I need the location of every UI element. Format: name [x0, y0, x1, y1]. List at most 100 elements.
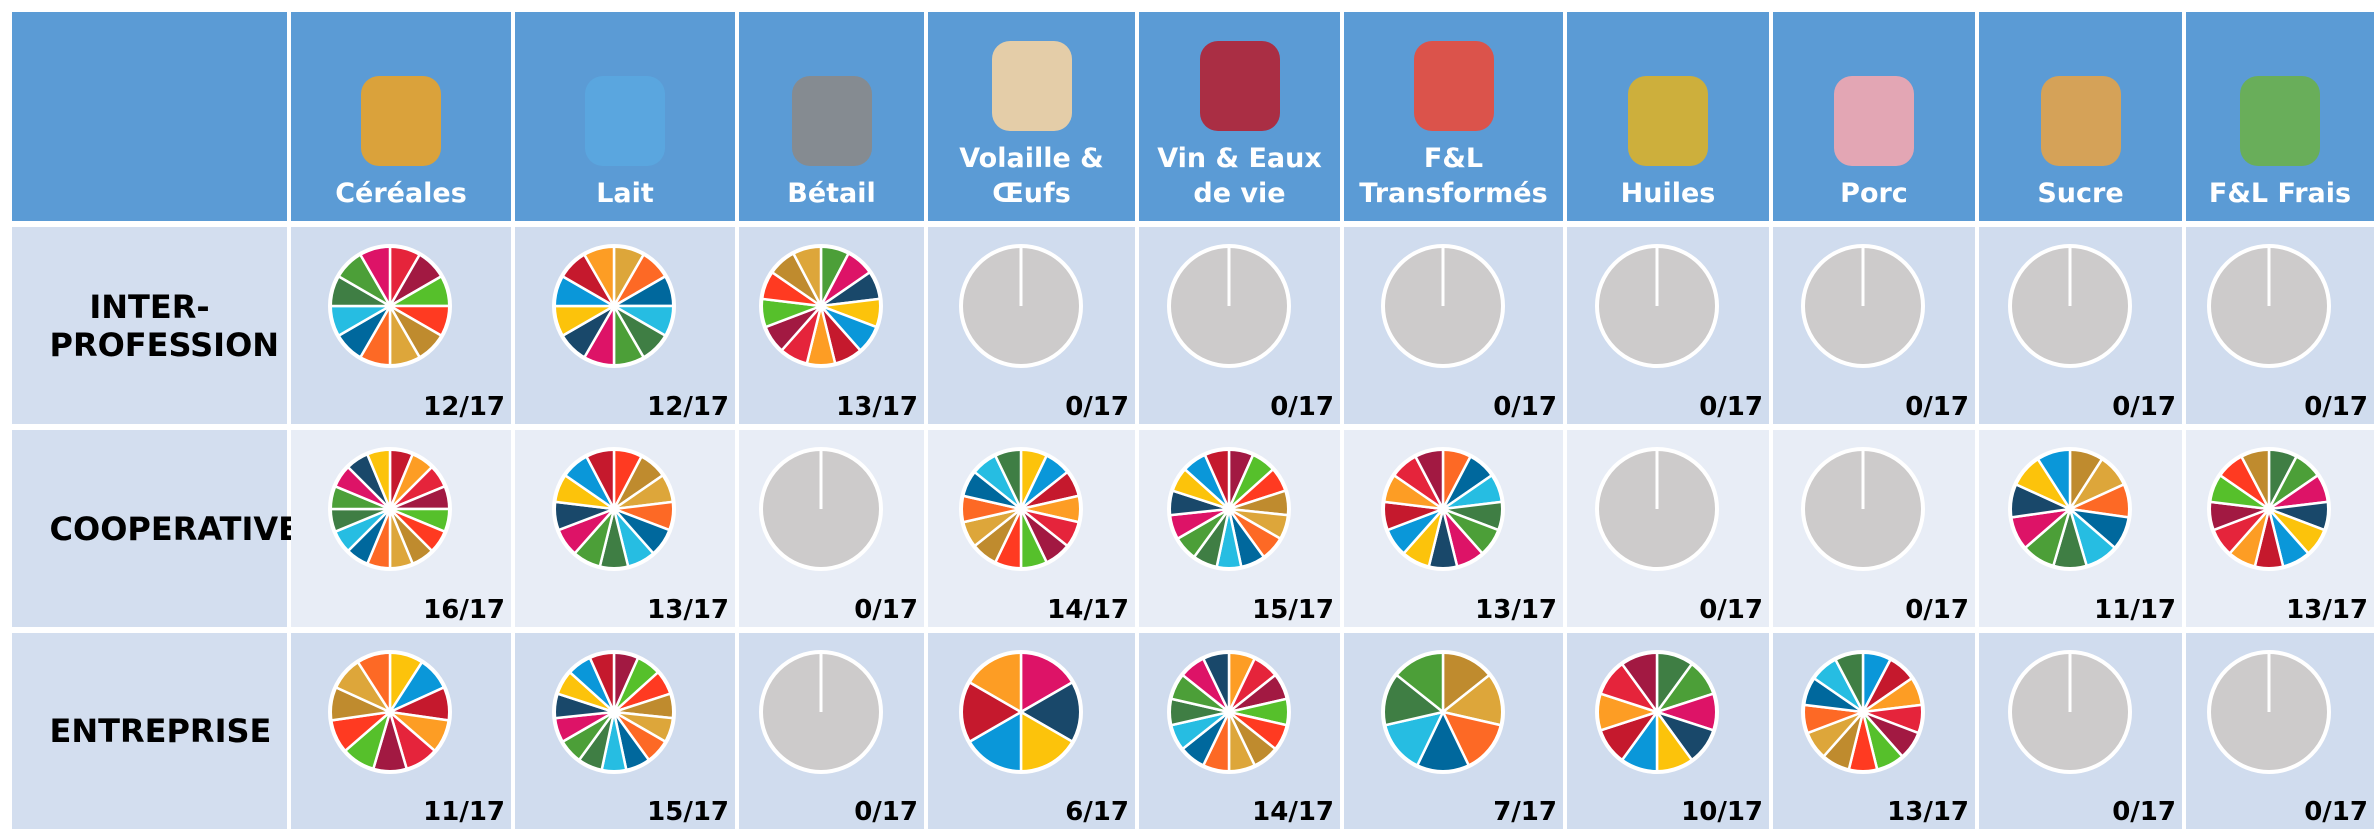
column-title: Céréales	[335, 176, 467, 211]
sdg-wheel	[549, 444, 679, 574]
column-title: Lait	[596, 176, 654, 211]
pie	[554, 652, 674, 772]
pie	[1597, 449, 1717, 569]
pie	[330, 652, 450, 772]
score: 7/17	[1493, 797, 1557, 827]
sdg-wheel	[1378, 647, 1508, 777]
column-header: Vin & Eaux de vie	[1139, 12, 1340, 221]
score: 0/17	[1905, 392, 1969, 422]
column-header: Céréales	[291, 12, 511, 221]
sdg-wheel	[1592, 647, 1722, 777]
pie	[961, 652, 1081, 772]
cell: 11/17	[291, 633, 511, 829]
sdg-wheel	[1164, 444, 1294, 574]
score: 13/17	[1475, 595, 1557, 625]
column-title: Bétail	[787, 176, 876, 211]
column-header: F&L Transformés	[1344, 12, 1563, 221]
row-header: COOPERATIVE	[12, 430, 287, 627]
sdg-wheel	[1378, 241, 1508, 371]
sdg-wheel	[1592, 444, 1722, 574]
pie	[761, 449, 881, 569]
sdg-wheel	[2005, 444, 2135, 574]
pie	[2010, 652, 2130, 772]
score: 13/17	[2286, 595, 2368, 625]
score: 16/17	[423, 595, 505, 625]
column-icon	[1414, 41, 1494, 131]
score: 11/17	[423, 797, 505, 827]
sdg-wheel	[756, 444, 886, 574]
column-icon	[2041, 76, 2121, 166]
score: 15/17	[1252, 595, 1334, 625]
pie	[1169, 652, 1289, 772]
cell: 0/17	[1567, 227, 1769, 424]
pie	[1383, 246, 1503, 366]
pie	[2209, 449, 2329, 569]
column-title: Volaille & Œufs	[937, 141, 1127, 211]
pie	[2209, 652, 2329, 772]
score: 6/17	[1065, 797, 1129, 827]
pie	[1597, 652, 1717, 772]
pie	[961, 449, 1081, 569]
score: 0/17	[1065, 392, 1129, 422]
score: 0/17	[2304, 797, 2368, 827]
score: 12/17	[423, 392, 505, 422]
pie	[1383, 449, 1503, 569]
row-title: ENTREPRISE	[50, 712, 250, 750]
cell: 0/17	[2186, 227, 2374, 424]
cell: 0/17	[1773, 227, 1975, 424]
cell: 13/17	[1344, 430, 1563, 627]
score: 0/17	[2112, 797, 2176, 827]
pie	[1597, 246, 1717, 366]
column-header: Sucre	[1979, 12, 2182, 221]
row-title: INTER-PROFESSION	[50, 288, 250, 364]
score: 14/17	[1047, 595, 1129, 625]
pie	[1803, 652, 1923, 772]
column-header: Lait	[515, 12, 735, 221]
corner-cell	[12, 12, 287, 221]
sdg-wheel	[549, 647, 679, 777]
sdg-wheel	[2005, 647, 2135, 777]
sdg-wheel	[1164, 241, 1294, 371]
cell: 0/17	[1979, 633, 2182, 829]
cell: 12/17	[515, 227, 735, 424]
sdg-wheel	[756, 647, 886, 777]
pie	[2010, 246, 2130, 366]
pie	[330, 246, 450, 366]
column-header: Bétail	[739, 12, 924, 221]
cell: 0/17	[2186, 633, 2374, 829]
column-title: Sucre	[2037, 176, 2123, 211]
column-icon	[1628, 76, 1708, 166]
score: 0/17	[1493, 392, 1557, 422]
score: 14/17	[1252, 797, 1334, 827]
pie	[961, 246, 1081, 366]
column-title: F&L Transformés	[1359, 141, 1549, 211]
sdg-wheel	[2204, 647, 2334, 777]
sdg-wheel	[756, 241, 886, 371]
score: 13/17	[1887, 797, 1969, 827]
sdg-wheel	[2204, 444, 2334, 574]
score: 0/17	[1905, 595, 1969, 625]
sdg-wheel	[1798, 647, 1928, 777]
pie	[1803, 246, 1923, 366]
sdg-wheel	[1798, 444, 1928, 574]
cell: 13/17	[2186, 430, 2374, 627]
cell: 15/17	[1139, 430, 1340, 627]
sdg-wheel	[549, 241, 679, 371]
cell: 0/17	[1979, 227, 2182, 424]
score: 11/17	[2094, 595, 2176, 625]
cell: 6/17	[928, 633, 1135, 829]
pie	[2010, 449, 2130, 569]
sdg-wheel	[325, 241, 455, 371]
pie	[761, 246, 881, 366]
column-icon	[1834, 76, 1914, 166]
cell: 12/17	[291, 227, 511, 424]
cell: 13/17	[739, 227, 924, 424]
cell: 13/17	[515, 430, 735, 627]
cell: 14/17	[1139, 633, 1340, 829]
score: 0/17	[1270, 392, 1334, 422]
pie	[1803, 449, 1923, 569]
column-header: Huiles	[1567, 12, 1769, 221]
cell: 0/17	[739, 633, 924, 829]
sdg-wheel	[1798, 241, 1928, 371]
column-title: Vin & Eaux de vie	[1145, 141, 1335, 211]
